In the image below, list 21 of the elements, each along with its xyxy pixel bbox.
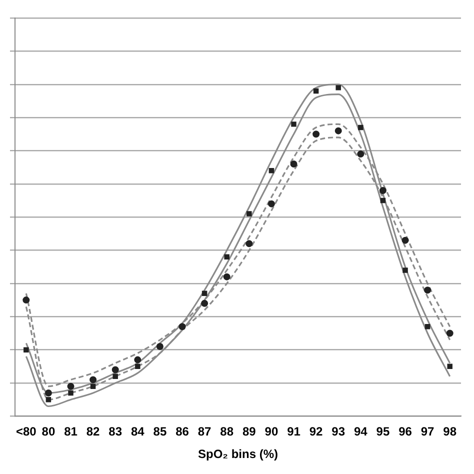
x-tick-label: 92 (309, 424, 324, 439)
x-tick-label: 97 (420, 424, 435, 439)
x-tick-label: <80 (16, 424, 37, 439)
x-tick-label: 95 (376, 424, 390, 439)
x-tick-label: 94 (354, 424, 368, 439)
x-tick-label: 93 (332, 424, 346, 439)
x-tick-label: 96 (398, 424, 412, 439)
x-tick-label: 82 (86, 424, 100, 439)
x-tick-label: 98 (443, 424, 457, 439)
x-tick-label: 87 (198, 424, 212, 439)
x-tick-label: 83 (108, 424, 122, 439)
x-axis-title: SpO₂ bins (%) (198, 447, 278, 462)
x-tick-label: 85 (153, 424, 167, 439)
x-tick-label: 84 (130, 424, 145, 439)
x-tick-label: 91 (287, 424, 301, 439)
x-tick-label: 80 (42, 424, 56, 439)
x-tick-label: 89 (242, 424, 256, 439)
x-tick-label: 81 (64, 424, 78, 439)
x-tick-label: 88 (220, 424, 234, 439)
x-tick-label: 90 (264, 424, 278, 439)
x-tick-label: 86 (176, 424, 190, 439)
